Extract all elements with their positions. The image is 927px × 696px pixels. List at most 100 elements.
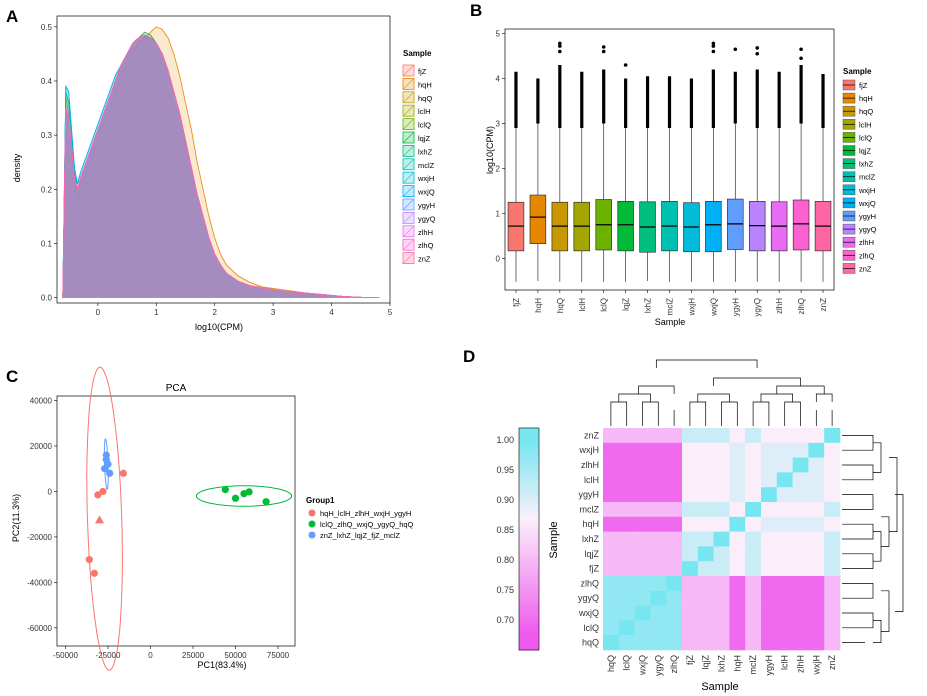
- boxplot-ytick-label: 4: [496, 75, 501, 84]
- heatmap-cell: [729, 561, 746, 577]
- heatmap-cell: [824, 531, 841, 547]
- colorbar-segment: [519, 509, 539, 514]
- panel-letter-c: C: [6, 367, 18, 386]
- density-xlabel: log10(CPM): [195, 322, 243, 332]
- heatmap-cell: [682, 605, 699, 621]
- pca-ytick-label: 0: [48, 487, 53, 496]
- heatmap-cell: [713, 635, 730, 651]
- col-dendrogram-branch: [752, 401, 770, 410]
- density-legend-hatch-lxhz: [402, 145, 415, 157]
- heatmap-cell: [697, 531, 714, 547]
- heatmap-cell: [634, 531, 651, 547]
- boxplot-xtick-label-wxjh: wxjH: [687, 298, 696, 317]
- heatmap-cell: [792, 487, 809, 503]
- heatmap-cell: [729, 457, 746, 473]
- pca-ytick-label: -40000: [27, 578, 52, 587]
- row-dendrogram-branch: [865, 494, 874, 510]
- boxplot-legend-label-znz: znZ: [859, 264, 872, 273]
- heatmap-cell: [824, 561, 841, 577]
- heatmap-cell: [666, 620, 683, 636]
- colorbar-segment: [519, 453, 539, 459]
- heatmap-cell: [618, 502, 635, 518]
- heatmap-cell: [618, 590, 635, 606]
- boxplot-ytick-label: 1: [496, 210, 501, 219]
- colorbar-segment: [519, 513, 539, 518]
- row-dendrogram-branch: [873, 620, 882, 643]
- pca-point-group-2: [231, 494, 240, 502]
- heatmap-col-label-lclh: lclH: [780, 655, 790, 670]
- heatmap-cell: [792, 605, 809, 621]
- pca-point-group-2: [245, 488, 253, 496]
- colorbar-segment: [519, 476, 539, 481]
- heatmap-cell: [666, 502, 683, 518]
- colorbar-segment: [519, 568, 539, 573]
- row-dendrogram-branch: [865, 553, 874, 569]
- box-outlier-point-hqq: [558, 44, 562, 48]
- heatmap-cell: [603, 442, 620, 458]
- colorbar-segment: [519, 520, 539, 525]
- heatmap-cell: [634, 502, 651, 518]
- colorbar-segment: [519, 613, 539, 618]
- box-outlier-point-zlhq: [799, 47, 803, 52]
- heatmap-cell: [776, 516, 793, 532]
- heatmap-cell: [650, 561, 667, 577]
- heatmap-cell: [682, 576, 699, 592]
- colorbar-segment: [519, 539, 539, 544]
- pca-xtick-label: -50000: [53, 651, 78, 660]
- col-dendrogram-branch: [784, 401, 801, 410]
- boxplot-xtick-label-ygyq: ygyQ: [753, 298, 762, 317]
- heatmap-cell: [697, 516, 714, 532]
- colorbar-segment: [519, 594, 539, 599]
- colorbar-segment: [519, 457, 539, 462]
- density-legend-label-lxhz: lxhZ: [418, 147, 433, 156]
- colorbar-segment: [519, 557, 539, 562]
- heatmap-row-label-zlhq: zlhQ: [580, 578, 599, 588]
- density-xtick-label: 3: [271, 308, 276, 317]
- heatmap-cell: [808, 457, 825, 473]
- heatmap-cell: [824, 502, 841, 518]
- density-legend-hatch-lclq: [402, 118, 415, 130]
- pca-legend-marker-group-2: [308, 520, 316, 528]
- density-xtick-label: 5: [388, 308, 393, 317]
- pca-point-group-1: [85, 556, 93, 564]
- density-legend-hatch-lqjz: [402, 131, 415, 144]
- heatmap-cell: [808, 487, 825, 503]
- colorbar-segment: [519, 431, 539, 436]
- heatmap-cell: [650, 428, 667, 444]
- colorbar-segment: [519, 446, 539, 451]
- box-outlier-point-hqq: [558, 41, 562, 46]
- row-dendrogram-branch: [865, 583, 874, 599]
- pca-point-group-3: [106, 469, 114, 477]
- heatmap-cell: [761, 457, 778, 473]
- colorbar-segment: [519, 576, 539, 581]
- boxplot-xtick-label-lclq: lclQ: [600, 298, 609, 312]
- panel-d-heatmap: D Sample Sample znZ wxjH zlhH lclH ygyH mclZ h…: [463, 347, 904, 693]
- heatmap-cell: [729, 590, 746, 606]
- density-legend-label-hqh: hqH: [418, 80, 432, 89]
- heatmap-cell: [761, 605, 778, 621]
- heatmap-cell: [729, 487, 746, 503]
- col-dendrogram-branch: [642, 401, 659, 410]
- heatmap-cell: [666, 487, 683, 503]
- boxplot-legend-label-ygyq: ygyQ: [859, 225, 877, 234]
- density-legend-hatch-ygyh: [402, 198, 415, 211]
- density-legend-label-lqjz: lqjZ: [418, 134, 431, 143]
- heatmap-cell: [682, 561, 699, 577]
- heatmap-cell: [634, 590, 651, 606]
- pca-ylabel: PC2(11.3%): [11, 494, 21, 542]
- heatmap-cell: [697, 428, 714, 444]
- pca-ytick-label: -20000: [27, 533, 52, 542]
- colorbar-segment: [519, 524, 539, 529]
- heatmap-ylabel: Sample: [548, 521, 560, 558]
- heatmap-cell: [824, 472, 841, 488]
- pca-ytick-label: 20000: [30, 442, 53, 451]
- heatmap-cell: [729, 442, 746, 458]
- heatmap-cell: [697, 472, 714, 488]
- heatmap-cell: [666, 472, 683, 488]
- colorbar-segment: [519, 435, 539, 440]
- heatmap-cell: [650, 472, 667, 488]
- heatmap-col-label-wxjh: wxjH: [811, 655, 821, 676]
- pca-legend-label-group-2: lclQ_zlhQ_wxjQ_ygyQ_hqQ: [320, 520, 414, 529]
- heatmap-cell: [713, 561, 730, 577]
